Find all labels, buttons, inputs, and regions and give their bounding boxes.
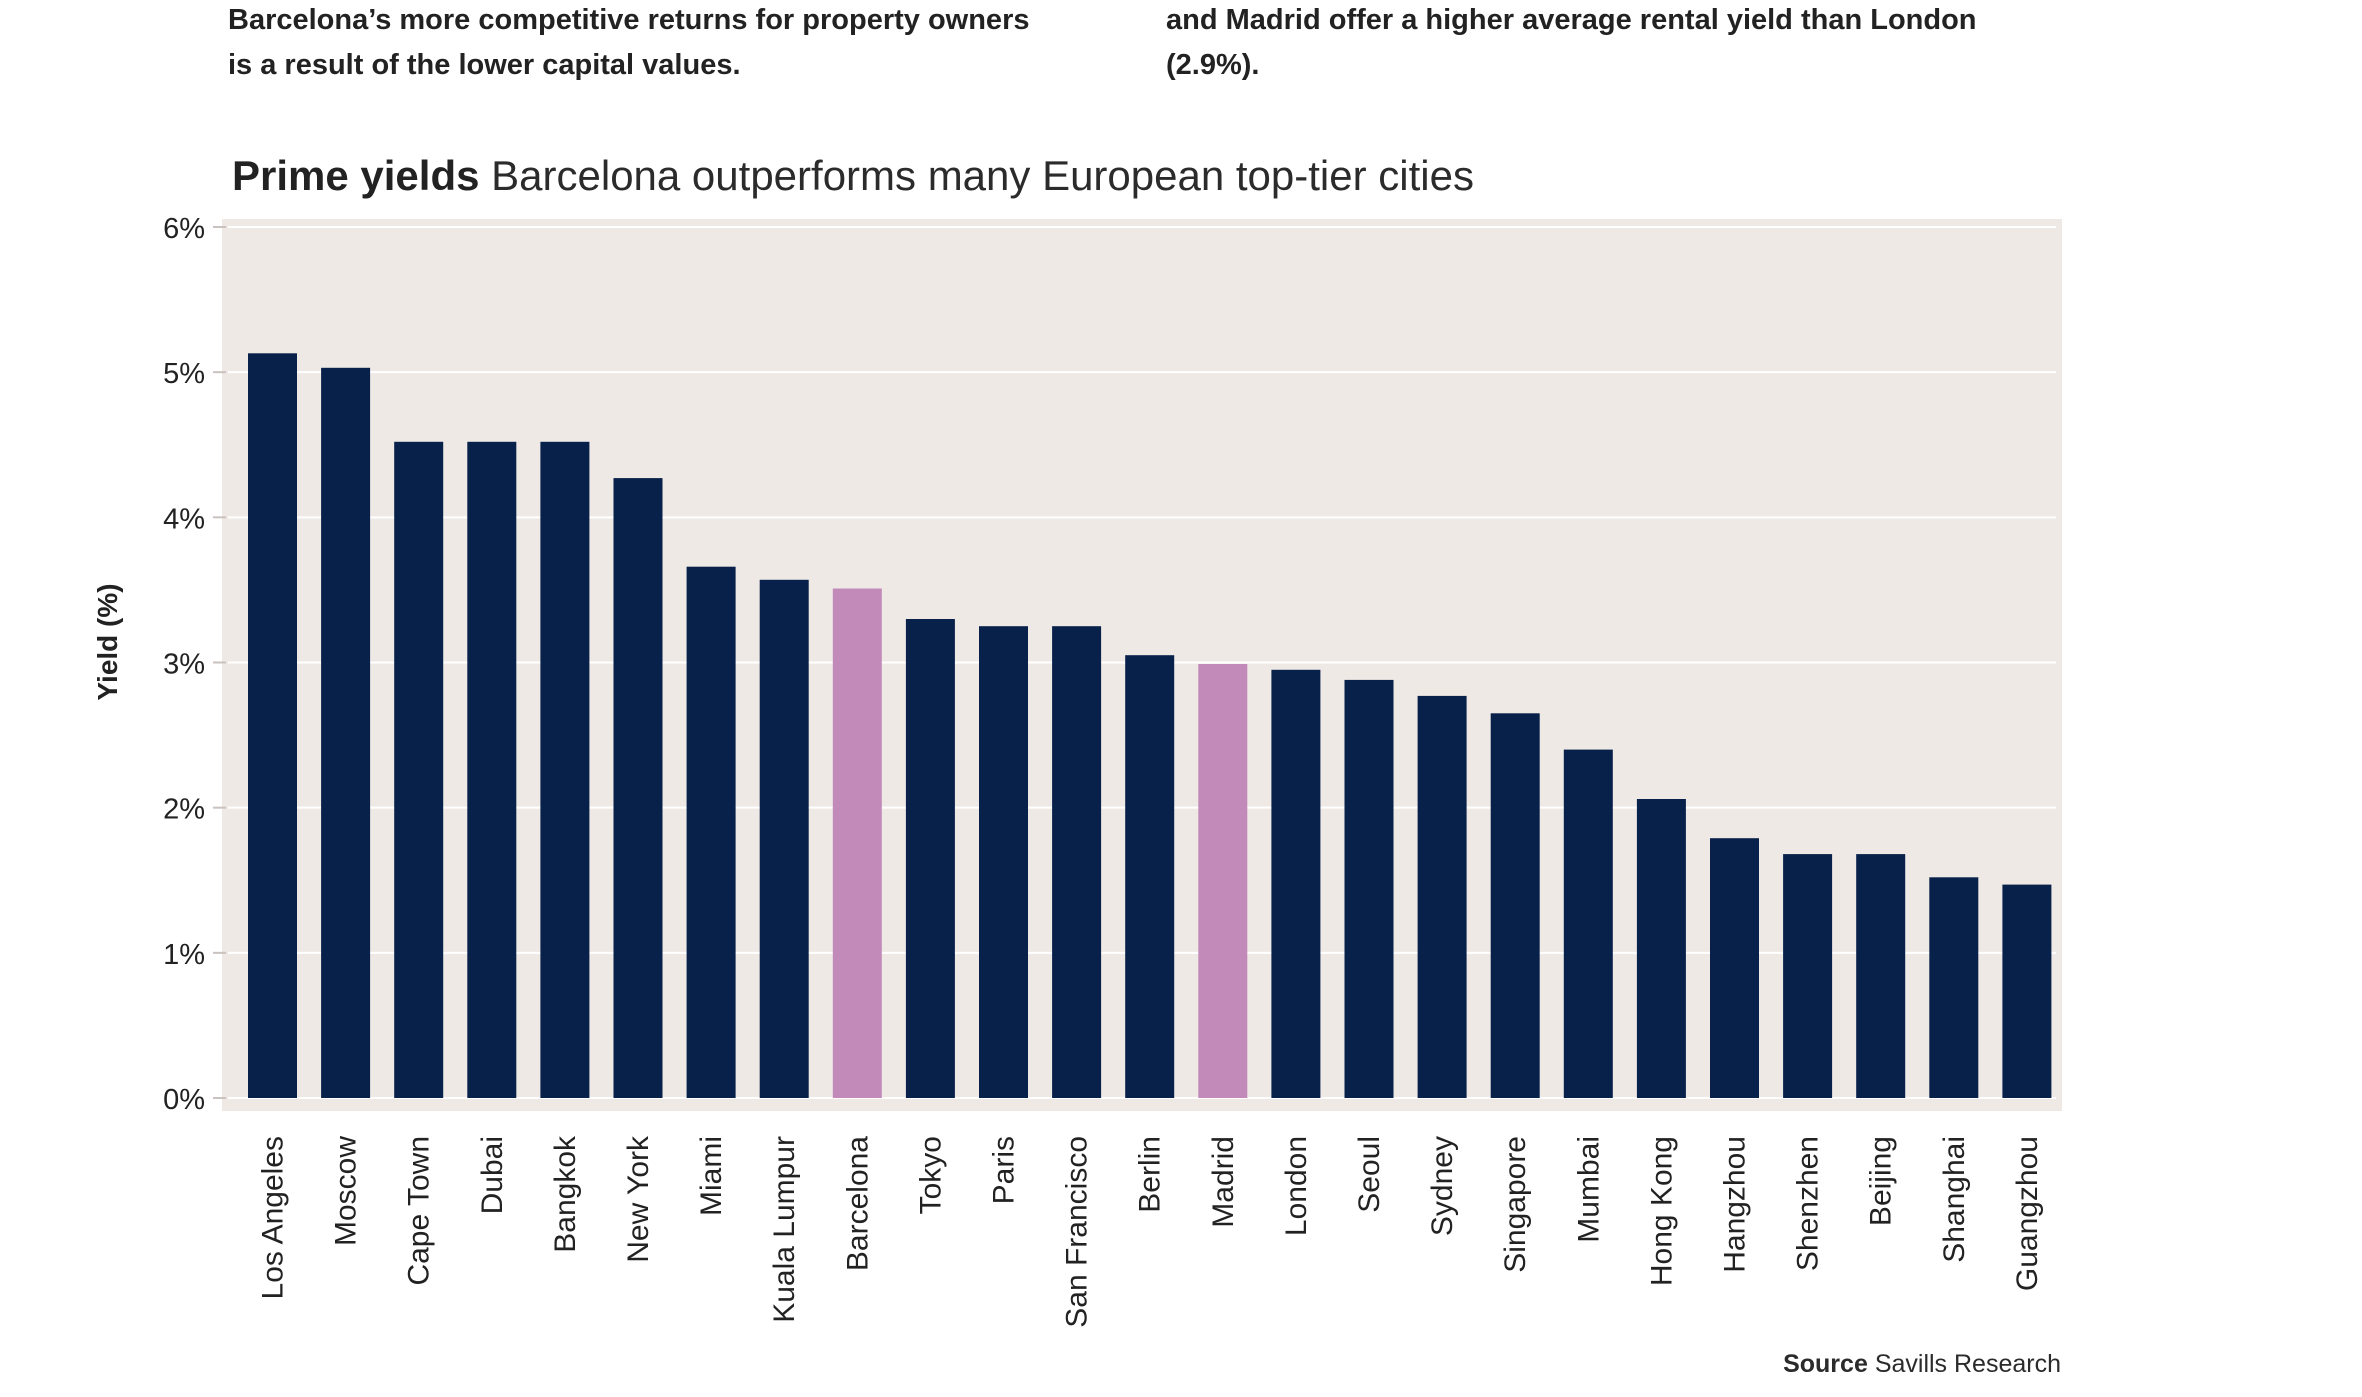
bar-hong-kong [1636, 799, 1686, 1098]
bar-paris [979, 626, 1028, 1098]
y-tick-label: 2% [163, 794, 205, 826]
x-tick-label: Shanghai [1938, 1136, 1971, 1263]
y-tick-label: 4% [163, 503, 205, 535]
intro-text-left: Barcelona’s more competitive returns for… [228, 4, 1030, 81]
x-tick-label: Tokyo [914, 1136, 947, 1214]
bar-guangzhou [2002, 884, 2052, 1098]
x-tick-label: London [1280, 1136, 1313, 1236]
bar-kuala-lumpur [759, 579, 809, 1098]
x-tick-label: Shenzhen [1792, 1136, 1825, 1271]
bar-miami [686, 566, 736, 1098]
bar-shenzhen [1783, 854, 1833, 1098]
y-tick-label: 3% [163, 649, 205, 681]
x-tick-label: Seoul [1353, 1136, 1386, 1213]
x-tick-label: Mumbai [1572, 1136, 1605, 1243]
bar-london [1271, 669, 1321, 1098]
bar-hangzhou [1710, 838, 1759, 1098]
intro-text-right: and Madrid offer a higher average rental… [1166, 4, 1977, 81]
chart-heading: Prime yields Barcelona outperforms many … [232, 152, 1474, 200]
bars [248, 353, 2052, 1099]
x-tick-label: Moscow [330, 1136, 363, 1246]
x-tick-label: Kuala Lumpur [768, 1136, 801, 1323]
y-axis-ticks: 0% 1% 2% 3% 4% 5% 6% [163, 213, 226, 1116]
bar-beijing [1856, 854, 1906, 1098]
y-tick-label: 6% [163, 213, 205, 245]
x-tick-label: Sydney [1426, 1136, 1459, 1236]
bar-shanghai [1929, 877, 1979, 1098]
bar-berlin [1125, 655, 1175, 1098]
x-tick-label: Cape Town [403, 1136, 436, 1286]
x-axis-labels: Los Angeles Moscow Cape Town Dubai Bangkok Ne… [257, 1135, 2044, 1328]
bar-seoul [1344, 679, 1394, 1098]
x-tick-label: Berlin [1134, 1136, 1167, 1213]
bar-moscow [321, 367, 371, 1098]
x-tick-label: Madrid [1207, 1136, 1240, 1228]
bar-bangkok [540, 441, 590, 1098]
x-tick-label: Hangzhou [1719, 1136, 1752, 1273]
x-tick-label: Singapore [1499, 1136, 1532, 1273]
source-note: Source Savills Research [1783, 1350, 2061, 1379]
bar-cape-town [394, 441, 444, 1098]
bar-new-york [613, 478, 663, 1099]
bar-tokyo [905, 619, 955, 1098]
x-tick-label: Guangzhou [2011, 1136, 2044, 1291]
x-tick-label: Barcelona [841, 1136, 874, 1271]
bar-san-francisco [1052, 626, 1102, 1098]
source-text: Savills Research [1874, 1350, 2061, 1378]
x-tick-label: Beijing [1865, 1136, 1898, 1226]
bar-los-angeles [248, 353, 297, 1098]
bar-singapore [1490, 713, 1540, 1098]
x-tick-label: Los Angeles [257, 1136, 290, 1299]
bar-madrid [1198, 664, 1248, 1098]
bar-mumbai [1563, 749, 1613, 1098]
x-tick-label: Dubai [476, 1136, 509, 1214]
y-tick-label: 1% [163, 939, 205, 971]
x-tick-label: San Francisco [1061, 1136, 1094, 1328]
x-tick-label: Bangkok [549, 1135, 582, 1253]
x-tick-label: New York [622, 1135, 655, 1263]
chart-subtitle: Barcelona outperforms many European top-… [491, 152, 1474, 199]
source-label: Source [1783, 1350, 1868, 1378]
y-tick-label: 5% [163, 358, 205, 390]
x-tick-label: Miami [695, 1136, 728, 1216]
y-tick-label: 0% [163, 1084, 205, 1116]
y-axis-label: Yield (%) [92, 583, 123, 700]
bar-barcelona [832, 588, 882, 1098]
x-tick-label: Hong Kong [1645, 1136, 1678, 1286]
bar-sydney [1417, 695, 1467, 1098]
bar-dubai [467, 441, 517, 1098]
chart-title: Prime yields [232, 152, 480, 199]
x-tick-label: Paris [988, 1136, 1021, 1204]
